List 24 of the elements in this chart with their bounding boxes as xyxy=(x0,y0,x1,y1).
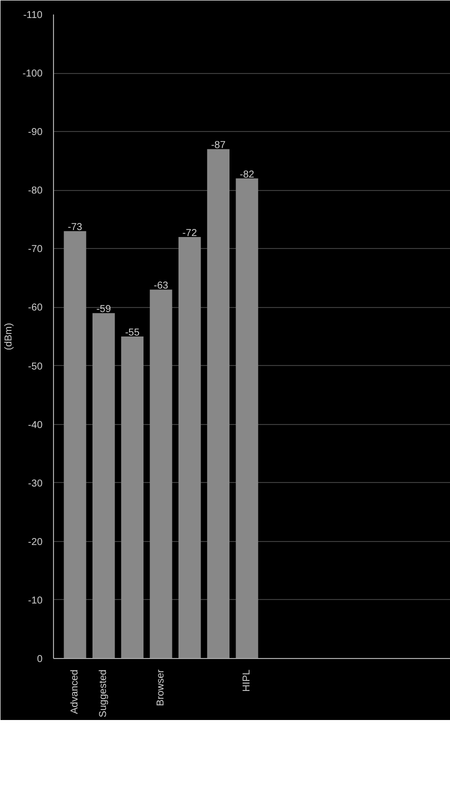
y-tick-label: -110 xyxy=(23,10,43,21)
y-tick-label: -30 xyxy=(28,478,43,490)
y-tick-label: -20 xyxy=(28,536,43,548)
data-label: -63 xyxy=(154,280,169,292)
y-tick-label: -60 xyxy=(28,302,43,314)
y-tick-label: -10 xyxy=(28,595,43,606)
data-label: -73 xyxy=(68,222,83,234)
y-tick-label: 0 xyxy=(36,654,43,665)
y-tick-label: -40 xyxy=(28,420,43,431)
data-label: -82 xyxy=(240,169,255,180)
y-tick-label: -70 xyxy=(28,244,43,256)
y-tick-label: -50 xyxy=(28,361,43,372)
x-tick-label: HIPL xyxy=(241,669,252,692)
y-tick-label: -90 xyxy=(28,127,43,138)
x-tick-label: Suggested xyxy=(98,669,110,718)
x-tick-label: Browser xyxy=(155,668,166,706)
data-label: -59 xyxy=(96,304,112,316)
data-label: -72 xyxy=(182,228,198,239)
y-tick-label: -80 xyxy=(28,186,43,197)
data-label: -87 xyxy=(211,140,226,152)
x-tick-label: Advanced xyxy=(70,669,80,714)
y-axis-title: (dBm) xyxy=(3,322,14,350)
data-label: -55 xyxy=(125,328,140,338)
y-tick-label: -100 xyxy=(22,68,43,80)
